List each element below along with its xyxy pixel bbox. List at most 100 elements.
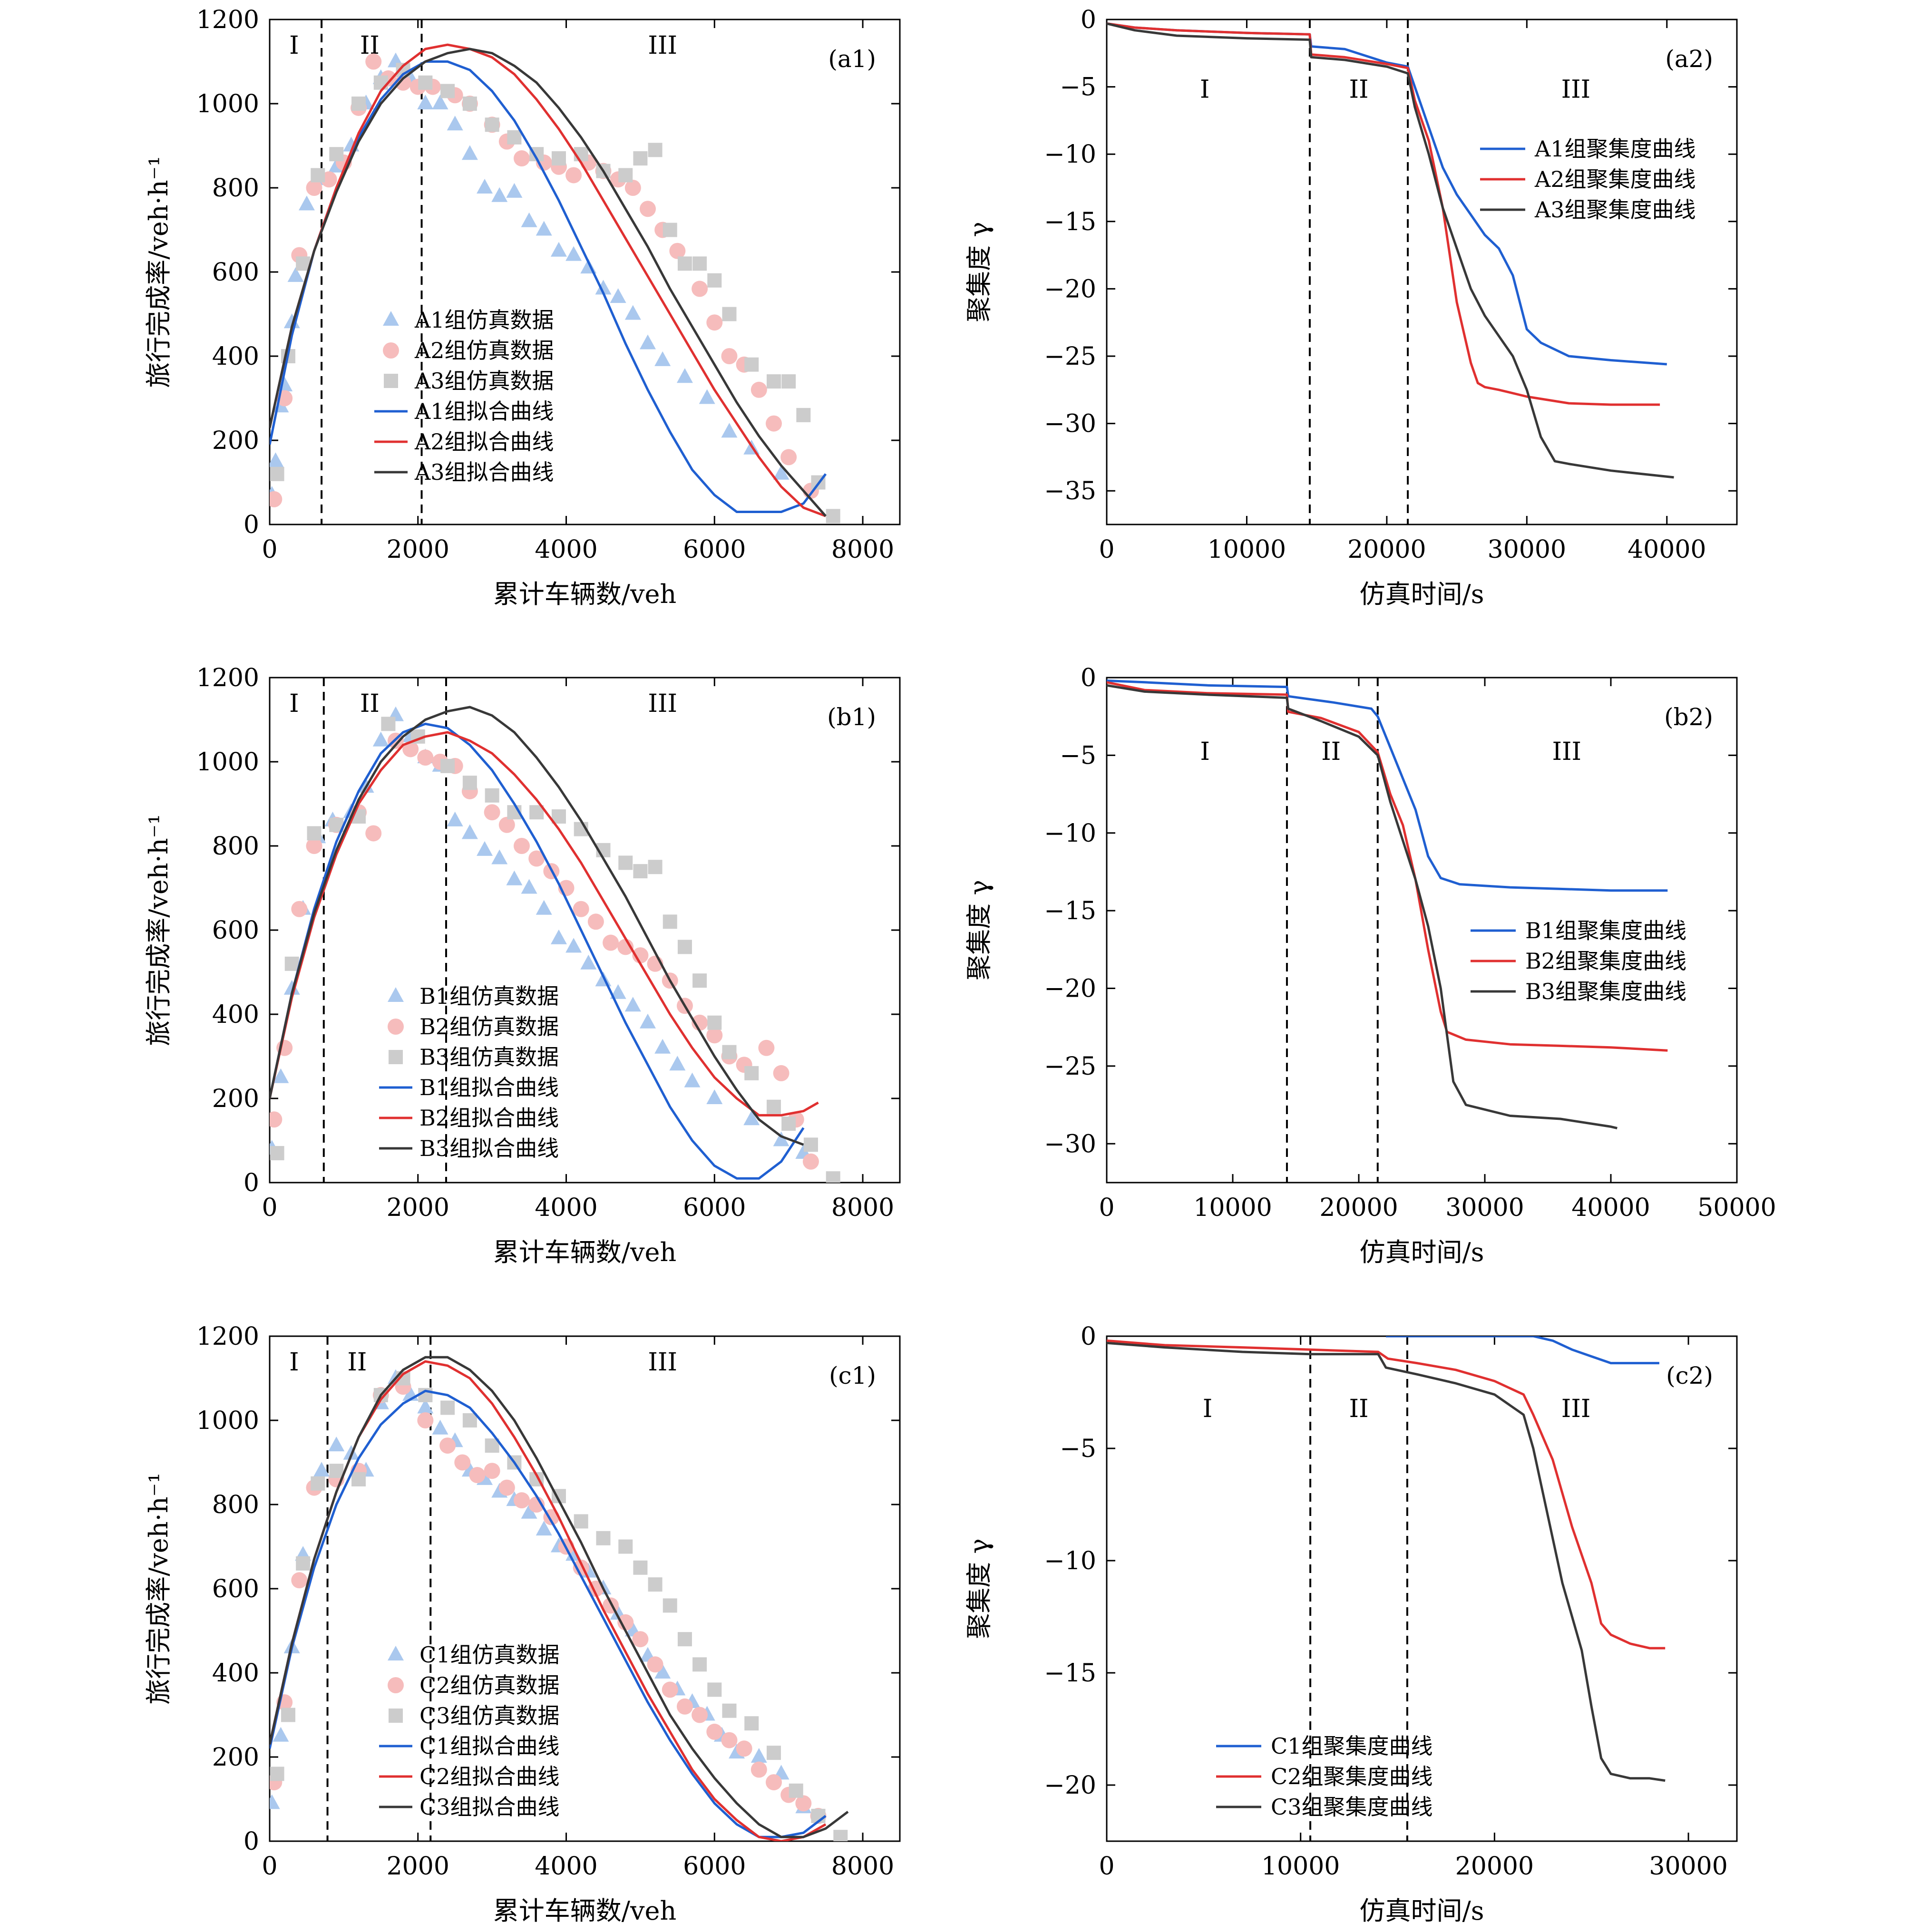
data-point xyxy=(633,1560,648,1575)
data-point xyxy=(781,1116,796,1131)
x-tick-label: 4000 xyxy=(535,1194,597,1222)
data-point xyxy=(311,168,325,183)
panel-tag: (b1) xyxy=(827,703,876,731)
y-tick-label: 0 xyxy=(1081,664,1096,692)
series-line-3 xyxy=(1107,684,1618,1130)
data-point xyxy=(329,147,344,162)
data-point xyxy=(662,1681,678,1698)
data-point xyxy=(706,1027,723,1044)
data-point xyxy=(767,1099,781,1114)
legend-label: C1组聚集度曲线 xyxy=(1271,1733,1432,1759)
data-point xyxy=(417,1398,434,1414)
data-point xyxy=(418,75,433,90)
data-point xyxy=(618,168,633,183)
data-point xyxy=(351,97,366,111)
series-line-2 xyxy=(1107,22,1660,406)
data-point xyxy=(706,1723,723,1740)
panel-a2: 0 10000 20000 30000 40000 0 −5 −10 −15 −20 −25 −30 −… xyxy=(964,6,1738,609)
x-axis-title: 累计车辆数/veh xyxy=(493,579,676,609)
data-point xyxy=(270,1146,284,1161)
x-tick-label: 8000 xyxy=(831,535,894,564)
data-point xyxy=(270,1794,280,1809)
data-point xyxy=(595,280,612,295)
region-label: I xyxy=(289,1348,299,1377)
data-point xyxy=(781,374,796,389)
x-tick-label: 6000 xyxy=(683,1194,746,1222)
data-point xyxy=(461,824,478,839)
data-point xyxy=(307,826,322,841)
data-point xyxy=(766,1774,782,1791)
data-point xyxy=(432,95,448,109)
y-tick-label: 600 xyxy=(212,916,259,945)
data-point xyxy=(707,1682,722,1697)
y-axis-title: 旅行完成率/veh·h⁻¹ xyxy=(144,814,174,1046)
plot-area xyxy=(270,43,840,524)
x-tick-label: 4000 xyxy=(535,1852,597,1881)
data-point xyxy=(722,307,737,321)
y-tick-label: 1000 xyxy=(196,90,259,118)
data-point xyxy=(328,1437,345,1452)
data-point xyxy=(281,1708,295,1722)
y-tick-label: −5 xyxy=(1060,1435,1096,1463)
data-point xyxy=(462,97,477,111)
data-point xyxy=(676,368,693,383)
data-point xyxy=(462,1413,477,1427)
region-label: II xyxy=(1349,75,1368,104)
y-tick-label: 600 xyxy=(212,258,259,287)
data-point xyxy=(692,1707,708,1723)
data-point xyxy=(648,860,663,874)
legend-label: A1组拟合曲线 xyxy=(414,398,554,424)
legend-label: B1组仿真数据 xyxy=(419,983,559,1009)
series-line-3 xyxy=(1107,22,1674,479)
x-tick-label: 2000 xyxy=(387,1852,449,1881)
data-point xyxy=(536,900,552,915)
data-point xyxy=(477,841,493,856)
data-point xyxy=(736,1740,752,1757)
series-line-1 xyxy=(1107,22,1667,366)
region-label: III xyxy=(648,1348,677,1377)
x-axis-title: 仿真时间/s xyxy=(1360,1237,1484,1267)
legend-label: A2组拟合曲线 xyxy=(414,429,554,455)
x-axis-title: 仿真时间/s xyxy=(1360,1896,1484,1926)
data-point xyxy=(648,143,663,157)
data-point xyxy=(750,1748,767,1763)
data-point xyxy=(440,758,455,773)
data-point xyxy=(306,180,322,196)
panel-tag: (a1) xyxy=(828,45,876,73)
x-tick-label: 30000 xyxy=(1445,1194,1524,1222)
data-point xyxy=(692,1014,708,1031)
data-point xyxy=(663,914,677,929)
legend-label: A2组聚集度曲线 xyxy=(1534,166,1696,192)
legend-label: B3组仿真数据 xyxy=(419,1044,559,1070)
y-tick-label: 1200 xyxy=(196,1322,259,1351)
series-line-1 xyxy=(1107,680,1668,892)
y-tick-label: −20 xyxy=(1044,1771,1096,1800)
legend-label: B1组拟合曲线 xyxy=(419,1075,559,1100)
y-axis-title: 聚集度 γ xyxy=(964,880,994,980)
y-tick-label: −20 xyxy=(1044,275,1096,303)
data-point xyxy=(550,242,567,257)
data-point xyxy=(722,1045,737,1059)
data-point xyxy=(447,116,463,131)
data-point xyxy=(758,1039,775,1056)
x-tick-label: 0 xyxy=(262,1852,277,1881)
data-point xyxy=(498,816,515,833)
region-label: I xyxy=(1203,1395,1213,1423)
data-point xyxy=(677,256,692,271)
y-tick-label: −15 xyxy=(1044,1659,1096,1688)
y-tick-label: 600 xyxy=(212,1575,259,1603)
series-line-2 xyxy=(1107,1339,1666,1650)
data-point xyxy=(287,267,304,282)
plot-area xyxy=(270,706,840,1183)
region-label: III xyxy=(1561,75,1591,104)
data-point xyxy=(721,1732,738,1748)
plot-area xyxy=(1107,680,1668,1130)
panel-c1: 0 2000 4000 6000 8000 0 200 400 600 800 1000 1200 累计… xyxy=(144,1322,901,1926)
data-point xyxy=(491,849,508,864)
panel-tag: (a2) xyxy=(1665,45,1713,73)
y-tick-label: 1200 xyxy=(196,6,259,34)
y-tick-label: −25 xyxy=(1044,1052,1096,1081)
x-tick-label: 2000 xyxy=(387,535,449,564)
panel-tag: (b2) xyxy=(1664,703,1713,731)
